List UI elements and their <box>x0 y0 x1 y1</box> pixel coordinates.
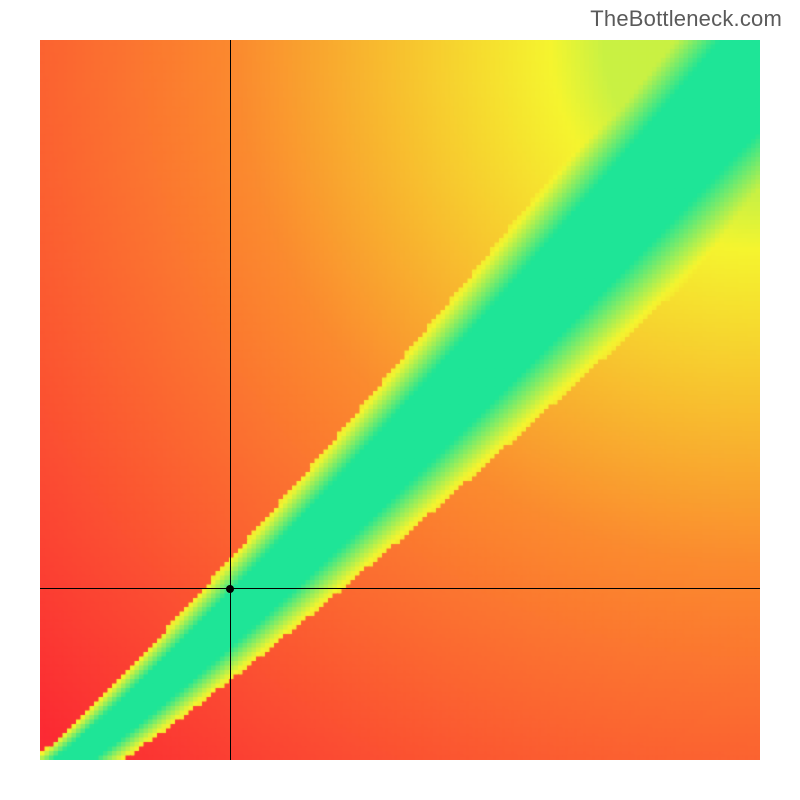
watermark-text: TheBottleneck.com <box>590 6 782 32</box>
crosshair-vertical <box>230 40 231 760</box>
crosshair-dot <box>226 585 234 593</box>
crosshair-horizontal <box>40 588 760 589</box>
bottleneck-heatmap <box>40 40 760 760</box>
